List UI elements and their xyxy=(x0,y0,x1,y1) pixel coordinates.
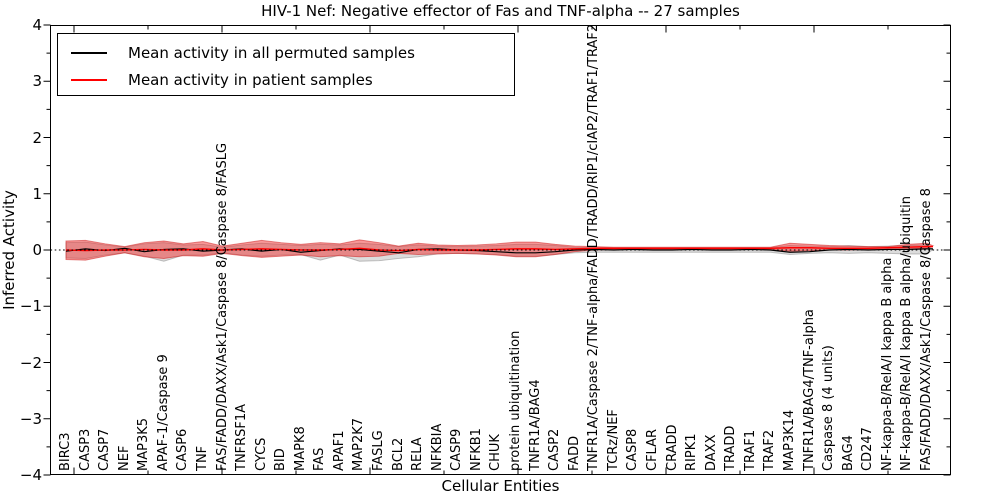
x-tick-label: TCRz/NEF xyxy=(605,409,621,471)
y-tick-label: −2 xyxy=(19,353,42,372)
x-tick-label: CASP3 xyxy=(77,428,93,471)
patient-mean-line xyxy=(65,245,933,252)
x-tick-label: TRAF2 xyxy=(762,429,778,471)
y-tick-label: 1 xyxy=(32,184,42,203)
x-tick-label: RELA xyxy=(410,437,426,471)
x-tick-label: NF-kappa-B/RelA/I kappa B alpha xyxy=(879,257,895,471)
chart-title: HIV-1 Nef: Negative effector of Fas and … xyxy=(261,2,740,20)
y-tick-label: 0 xyxy=(32,241,42,259)
y-tick-label: −4 xyxy=(19,466,42,484)
x-tick-label: APAF-1/Caspase 9 xyxy=(155,354,171,471)
legend-label: Mean activity in all permuted samples xyxy=(128,43,415,62)
x-tick-label: TNFR1A/BAG4 xyxy=(527,379,543,471)
x-tick-label: FASLG xyxy=(371,430,387,471)
x-tick-label: BIRC3 xyxy=(58,432,73,472)
x-tick-label: CASP2 xyxy=(547,428,563,471)
x-tick-label: BID xyxy=(273,448,289,471)
x-tick-label: CRADD xyxy=(664,424,680,472)
x-tick-label: TNFR1A/BAG4/TNF-alpha xyxy=(801,309,817,471)
x-tick-label: BCL2 xyxy=(390,437,406,471)
patient-line-swatch xyxy=(71,78,107,81)
x-tick-label: CHUK xyxy=(488,434,504,471)
x-tick-label: CASP6 xyxy=(175,428,191,471)
x-tick-label: MAP3K5 xyxy=(136,417,152,471)
x-tick-label: MAP3K14 xyxy=(781,409,797,471)
permuted-line-swatch xyxy=(71,51,107,54)
x-tick-label: MAP2K7 xyxy=(351,417,367,471)
x-tick-label: CASP8 xyxy=(625,428,641,471)
x-tick-label: Caspase 8 (4 units) xyxy=(821,345,837,471)
legend: Mean activity in all permuted samples Me… xyxy=(57,33,515,96)
y-tick-label: 4 xyxy=(32,16,42,34)
x-tick-label: CYCS xyxy=(253,437,269,471)
x-tick-label: MAPK8 xyxy=(292,426,308,471)
legend-item-patient: Mean activity in patient samples xyxy=(71,66,514,93)
x-tick-label: RIPK1 xyxy=(684,433,700,471)
y-tick-label: 3 xyxy=(32,72,42,91)
x-tick-label: DAXX xyxy=(703,434,719,472)
x-tick-label: CASP7 xyxy=(97,428,113,471)
x-tick-label: CASP9 xyxy=(449,428,465,471)
x-tick-label: BAG4 xyxy=(840,435,856,471)
x-tick-label: NFKBIA xyxy=(429,423,445,471)
x-tick-label: TRAF1 xyxy=(742,429,758,471)
legend-item-permuted: Mean activity in all permuted samples xyxy=(71,39,514,66)
x-tick-label: APAF1 xyxy=(331,430,347,471)
x-tick-label: TNFR1A/Caspase 2/TNF-alpha/FADD/TRADD/RI… xyxy=(586,23,602,471)
x-tick-label: TNF xyxy=(194,445,210,471)
y-tick-label: 2 xyxy=(32,128,42,147)
y-tick-label: −1 xyxy=(19,297,42,316)
x-axis-label: Cellular Entities xyxy=(441,477,560,495)
x-tick-label: CD247 xyxy=(860,427,876,471)
y-tick-label: −3 xyxy=(19,409,42,428)
x-tick-label: protein ubiquitination xyxy=(508,330,524,471)
x-tick-label: CFLAR xyxy=(644,428,660,471)
x-tick-label: NFKB1 xyxy=(468,428,484,471)
x-tick-label: FAS xyxy=(312,447,328,471)
x-tick-label: NF-kappa-B/RelA/I kappa B alpha/ubiquiti… xyxy=(899,196,915,471)
x-tick-label: NEF xyxy=(116,445,132,471)
legend-label: Mean activity in patient samples xyxy=(128,70,373,89)
x-tick-label: FAS/FADD/DAXX/Ask1/Caspase 8/Caspase 8/F… xyxy=(214,142,230,471)
x-tick-label: FADD xyxy=(566,435,582,471)
permuted-mean-line xyxy=(65,247,933,254)
x-tick-label: FAS/FADD/DAXX/Ask1/Caspase 8/Caspase 8 xyxy=(918,188,934,471)
x-tick-label: TRADD xyxy=(723,425,739,471)
x-tick-label: TNFRSF1A xyxy=(234,403,250,471)
